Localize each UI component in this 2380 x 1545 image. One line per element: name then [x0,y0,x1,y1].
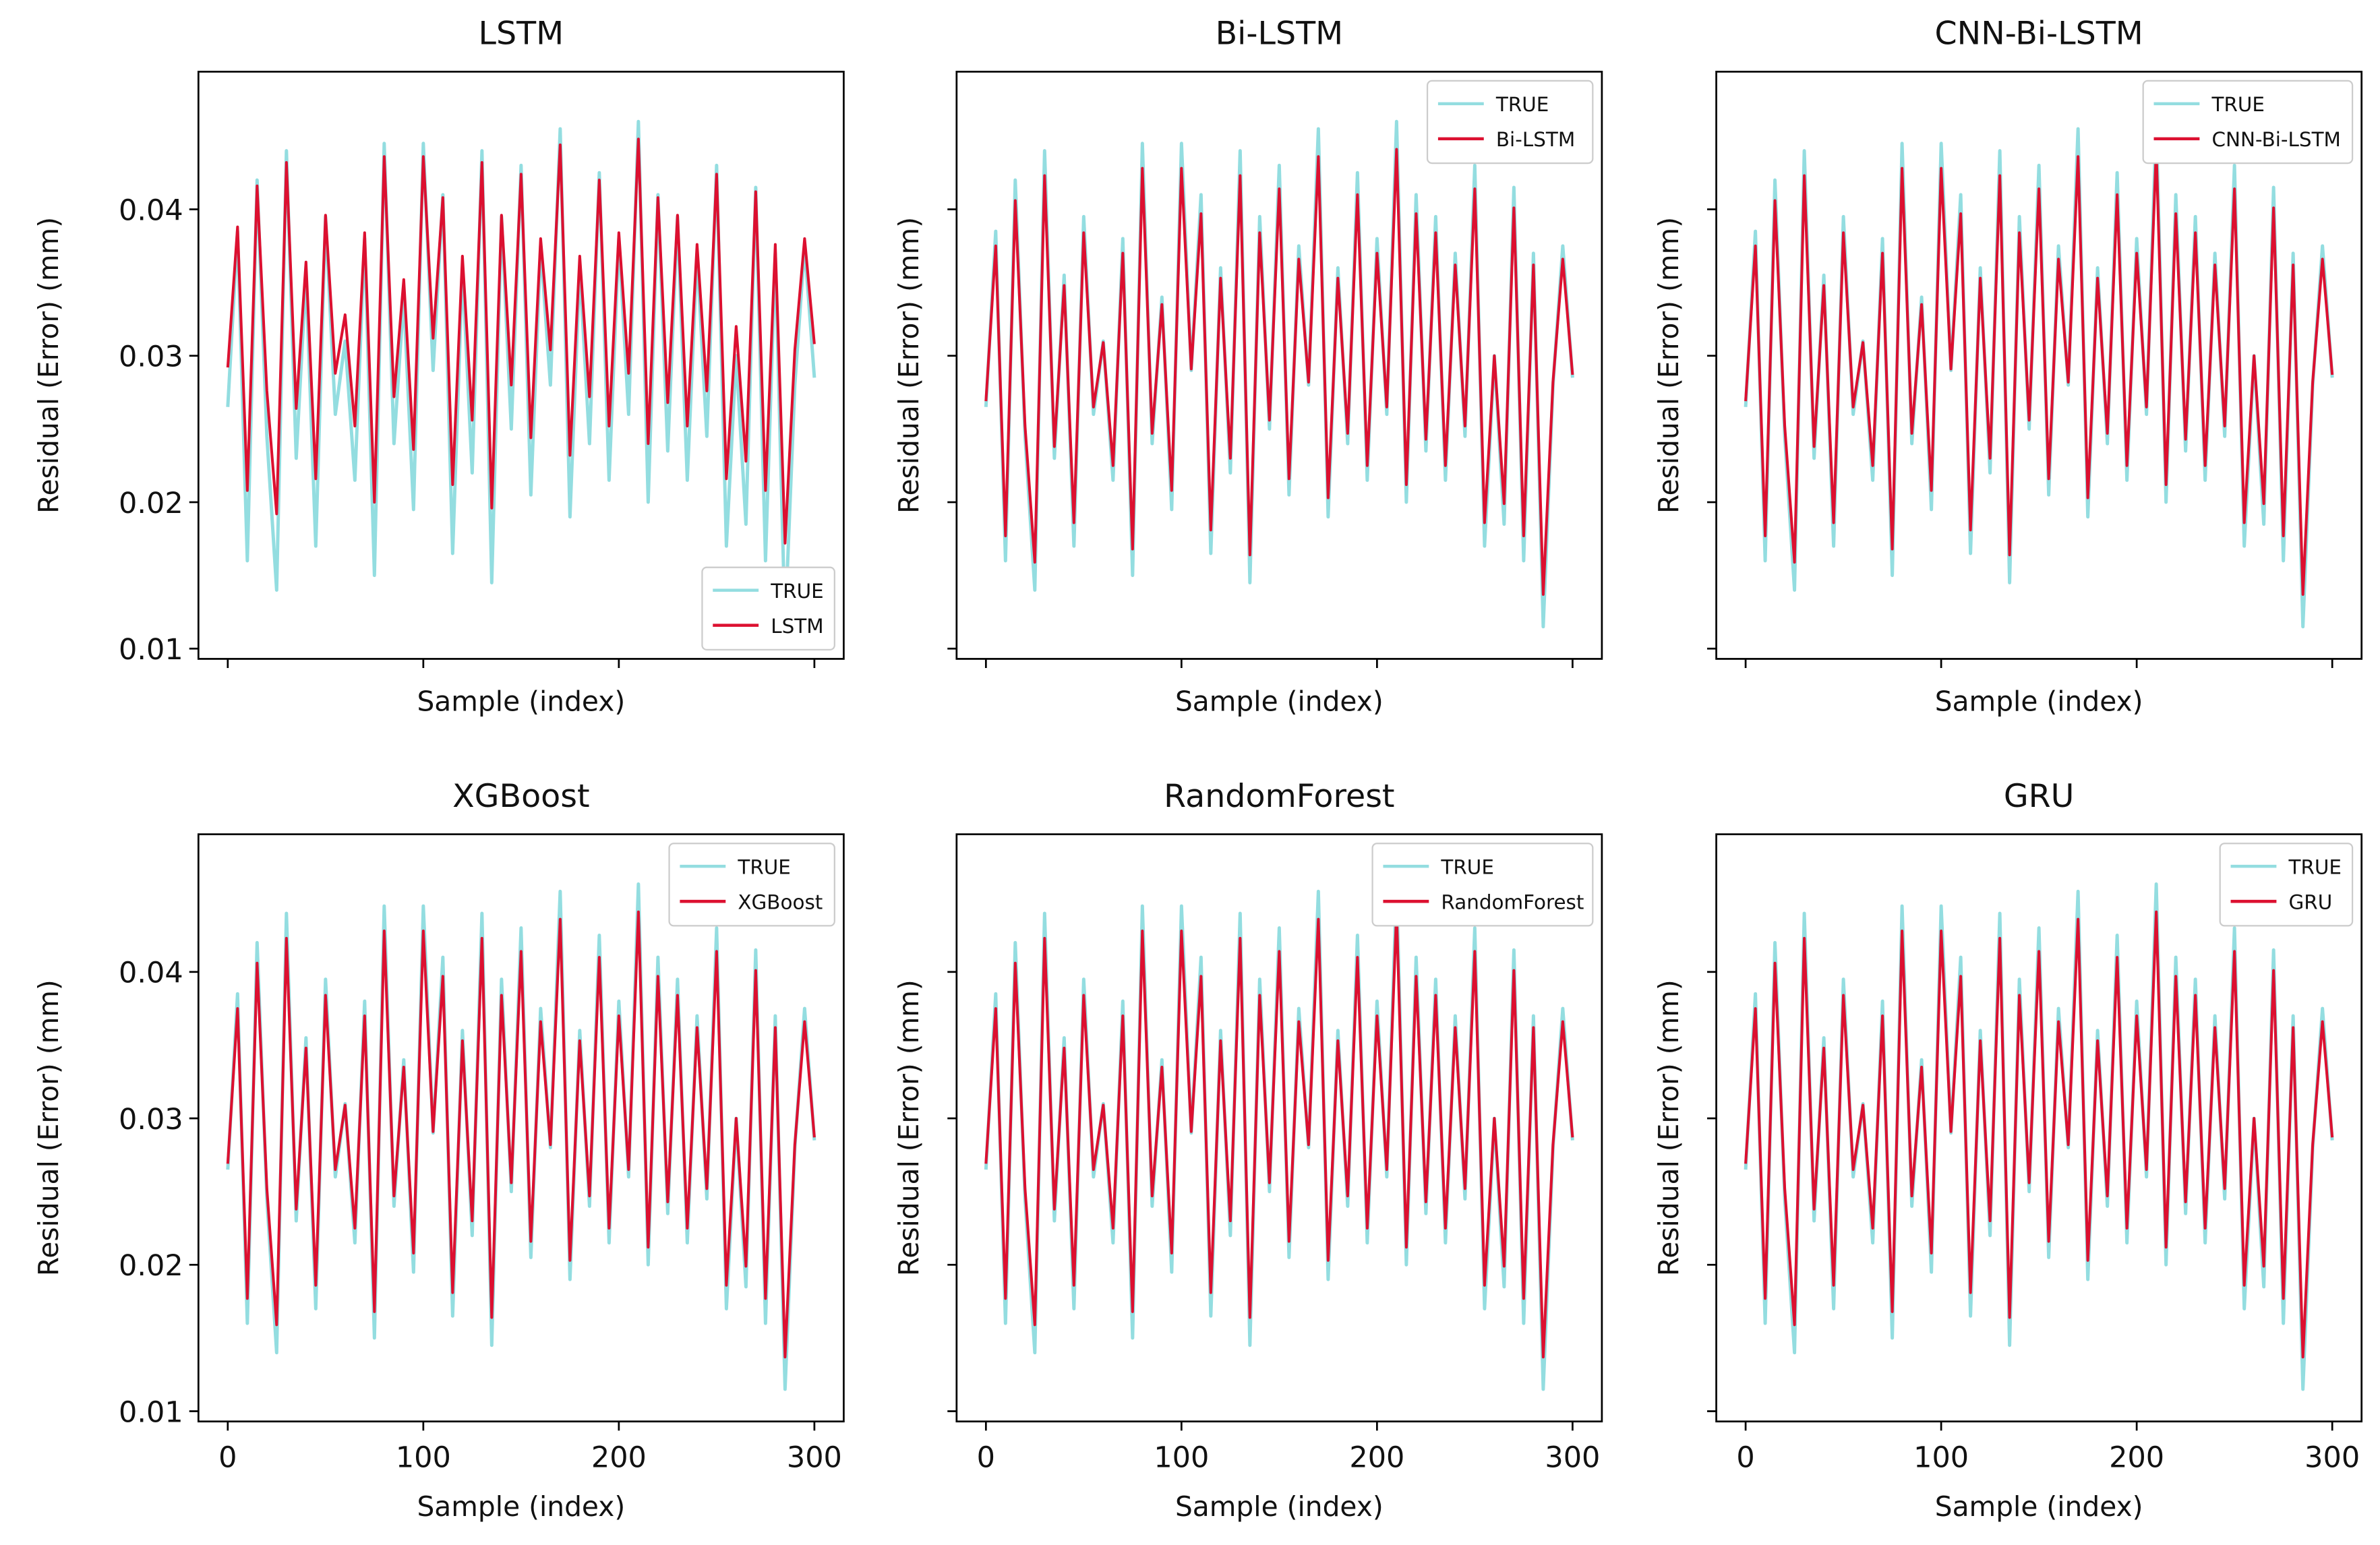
x-axis-label: Sample (index) [1175,685,1384,717]
axes-frame [955,833,1603,1423]
subplot: CNN-Bi-LSTM Sample (index) Residual (Error… [1653,16,2363,717]
y-tick-label: 0.01 [119,1395,183,1429]
subplot: XGBoost 0.01 0.02 0.03 0.04 0 100 200 300 Sample … [32,778,845,1523]
series-line [984,119,1574,629]
legend-label: TRUE [2211,93,2265,116]
y-axis-label: Residual (Error) (mm) [32,217,65,514]
subplot: GRU 0 100 200 300 Sample (index) Residual (Err… [1653,778,2363,1523]
legend-box [1426,80,1594,164]
x-axis-label: Sample (index) [1935,685,2143,717]
series-line [226,882,816,1391]
x-tick-label: 300 [1545,1441,1600,1475]
subplot-title: Bi-LSTM [1216,16,1344,53]
legend-label: XGBoost [738,891,823,914]
legend-label: Bi-LSTM [1496,128,1575,151]
subplot-title: RandomForest [1164,778,1394,815]
y-axis-label: Residual (Error) (mm) [1653,217,1685,514]
subplot-title: CNN-Bi-LSTM [1935,16,2143,53]
series-line [226,910,816,1359]
series-line [1744,119,2334,629]
axes-frame [197,833,845,1423]
x-axis-label: Sample (index) [417,1490,625,1523]
subplot: Bi-LSTM Sample (index) Residual (Error) (m… [893,16,1603,717]
y-tick-label: 0.04 [119,957,183,990]
y-tick-label: 0.03 [119,340,183,374]
y-axis-label: Residual (Error) (mm) [893,217,925,514]
x-axis-label: Sample (index) [417,685,625,717]
x-tick-label: 300 [2304,1441,2360,1475]
series-line [1744,148,2334,596]
series-line [1744,910,2334,1359]
subplot-title: GRU [2004,778,2075,815]
x-tick-label: 100 [1913,1441,1969,1475]
legend-label: TRUE [1495,93,1549,116]
series-line [984,882,1574,1391]
legend-box [668,843,835,927]
series-line [984,910,1574,1359]
legend-label: TRUE [1440,855,1494,878]
series-line [1744,882,2334,1391]
legend-label: TRUE [2288,855,2342,878]
y-axis-label: Residual (Error) (mm) [32,979,65,1276]
legend-label: TRUE [770,580,824,603]
axes-frame [1715,833,2363,1423]
y-tick-label: 0.02 [119,1249,183,1283]
subplot: RandomForest 0 100 200 300 Sample (index) Resi… [893,778,1603,1523]
x-tick-label: 200 [1349,1441,1404,1475]
legend-box [2219,843,2354,927]
axes-frame [1715,70,2363,660]
x-tick-label: 0 [1736,1441,1754,1475]
legend-label: CNN-Bi-LSTM [2211,128,2340,151]
series-line [984,148,1574,596]
legend-label: TRUE [737,855,791,878]
axes-frame [197,70,845,660]
legend-label: RandomForest [1441,891,1584,914]
axes-frame [955,70,1603,660]
y-tick-label: 0.04 [119,193,183,227]
series-line [226,138,816,545]
x-tick-label: 100 [1154,1441,1209,1475]
y-tick-label: 0.01 [119,633,183,667]
x-tick-label: 0 [218,1441,237,1475]
y-axis-label: Residual (Error) (mm) [893,979,925,1276]
x-axis-label: Sample (index) [1935,1490,2143,1523]
y-tick-label: 0.03 [119,1103,183,1137]
subplot-title: LSTM [479,16,564,53]
x-tick-label: 0 [977,1441,995,1475]
x-tick-label: 300 [787,1441,842,1475]
y-tick-label: 0.02 [119,487,183,520]
x-tick-label: 100 [396,1441,451,1475]
legend-label: GRU [2289,891,2333,914]
subplot: LSTM 0.01 0.02 0.03 0.04 Sample (index) Residu… [32,16,845,717]
y-axis-label: Residual (Error) (mm) [1653,979,1685,1276]
x-tick-label: 200 [591,1441,647,1475]
subplot-title: XGBoost [452,778,589,815]
legend-box [701,566,835,650]
legend-box [1371,843,1594,927]
legend-label: LSTM [771,615,823,638]
legend-box [2142,80,2354,164]
x-axis-label: Sample (index) [1175,1490,1384,1523]
x-tick-label: 200 [2109,1441,2164,1475]
